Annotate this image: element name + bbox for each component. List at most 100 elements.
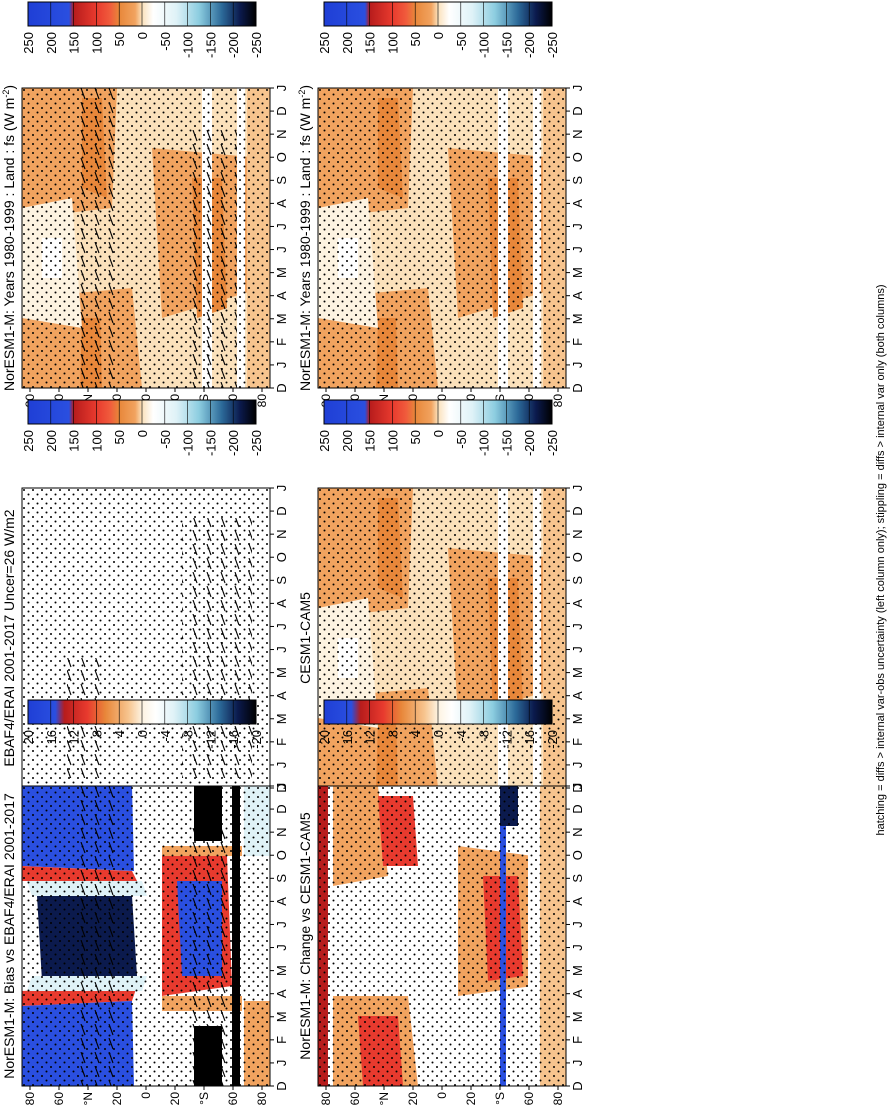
month-tick-label: S [274, 874, 289, 883]
lat-tick-label: 60 [52, 1092, 66, 1105]
month-tick-label: D [570, 506, 585, 515]
colorbar-label: -150 [499, 430, 514, 456]
month-tick-label: D [570, 783, 585, 792]
colorbar-label: -8 [477, 730, 492, 742]
colorbar-label: 4 [408, 730, 423, 737]
month-tick-label: O [274, 552, 289, 562]
colorbar-label: 200 [44, 32, 59, 54]
month-tick-label: J [274, 783, 289, 790]
colorbar-label: 0 [135, 730, 150, 737]
colorbar-label: 150 [67, 430, 82, 452]
month-tick-label: J [274, 362, 289, 369]
colorbar-label: 0 [431, 32, 446, 39]
month-tick-label: A [570, 897, 585, 906]
panel-nor-years: DJFMAMJJASONDJ8060°N20020°S6080NorESM1-M… [1, 85, 289, 408]
month-tick-label: S [570, 874, 585, 883]
lat-tick-label: 0 [139, 1092, 153, 1099]
month-tick-label: S [274, 176, 289, 185]
colorbar-label: -4 [158, 730, 173, 742]
colorbar-label: 100 [89, 32, 104, 54]
colorbar-cb-main-left: 250 200 150 100 50 0 -50 -100 -150 -200 -250 [21, 1, 264, 58]
month-tick-label: M [274, 667, 289, 678]
colorbar-label: 250 [21, 430, 36, 452]
month-tick-label: M [570, 313, 585, 324]
colorbar-label: -20 [545, 730, 560, 749]
colorbar-label: 100 [385, 430, 400, 452]
lat-tick-label: 80 [255, 1092, 269, 1105]
month-tick-label: N [274, 827, 289, 836]
month-tick-label: D [274, 1081, 289, 1090]
month-tick-label: O [274, 850, 289, 860]
month-tick-label: M [274, 313, 289, 324]
colorbar-label: 12 [67, 730, 82, 744]
month-tick-label: J [570, 944, 585, 951]
month-tick-label: M [274, 1011, 289, 1022]
colorbar-label: -100 [181, 430, 196, 456]
colorbar-label: -20 [249, 730, 264, 749]
lat-tick-label: °N [81, 1092, 95, 1105]
colorbar-label: 250 [317, 32, 332, 54]
hatching-overlay-nh [77, 786, 117, 1086]
stippling-overlay [318, 88, 566, 388]
colorbar-label: -200 [226, 32, 241, 58]
panel-obs: DJFMAMJJASONDJ8060°N20020°S6080EBAF4/ERA… [1, 485, 289, 808]
panel-nor-years-2: DJFMAMJJASONDJ8060°N20020°S6080NorESM1-M… [297, 85, 585, 408]
month-tick-label: A [570, 599, 585, 608]
colorbar-label: -150 [499, 32, 514, 58]
hatching-overlay-sh [187, 826, 237, 1086]
month-tick-label: A [570, 291, 585, 300]
lat-tick-label: 80 [319, 1092, 333, 1105]
month-tick-label: J [570, 485, 585, 492]
month-tick-label: S [274, 576, 289, 585]
lat-tick-label: °S [197, 1092, 211, 1105]
colorbar-label: -200 [226, 430, 241, 456]
colorbar-label: -16 [226, 730, 241, 749]
panel-title: NorESM1-M: Change vs CESM1-CAM5 [297, 812, 313, 1060]
lat-tick-label: 0 [139, 394, 153, 401]
month-tick-label: N [274, 529, 289, 538]
colorbar-label: -12 [499, 730, 514, 749]
month-tick-label: A [274, 897, 289, 906]
month-tick-label: M [570, 267, 585, 278]
lat-tick-label: 80 [23, 1092, 37, 1105]
month-tick-label: O [274, 152, 289, 162]
colorbar-label: -250 [249, 430, 264, 456]
month-tick-label: J [274, 762, 289, 769]
colorbar-label: 200 [44, 430, 59, 452]
lat-tick-label: 20 [406, 1092, 420, 1105]
month-tick-label: M [570, 965, 585, 976]
month-tick-label: N [570, 129, 585, 138]
month-tick-label: J [570, 646, 585, 653]
lat-tick-label: °S [493, 1092, 507, 1105]
colorbar-label: 16 [340, 730, 355, 744]
colorbar-label: -4 [454, 730, 469, 742]
colorbar-cb-bias: 20 16 12 8 4 0 -4 -8 -12 -16 -20 [21, 699, 264, 749]
month-tick-label: F [570, 338, 585, 346]
colorbar-label: -100 [477, 32, 492, 58]
lat-tick-label: 20 [464, 1092, 478, 1105]
colorbar-label: -200 [522, 430, 537, 456]
colorbar-label: 0 [431, 730, 446, 737]
month-tick-label: J [274, 944, 289, 951]
month-tick-label: D [274, 506, 289, 515]
lat-tick-label: 80 [551, 394, 565, 408]
panel-field [318, 488, 566, 788]
month-tick-label: D [570, 804, 585, 813]
colorbar-label: -12 [203, 730, 218, 749]
stippling-overlay [318, 786, 566, 1086]
month-tick-label: A [274, 989, 289, 998]
month-tick-label: J [274, 921, 289, 928]
hatching-overlay-obs [182, 518, 252, 778]
colorbar-label: 16 [44, 730, 59, 744]
colorbar-label: 100 [385, 32, 400, 54]
month-tick-label: M [274, 713, 289, 724]
lat-tick-label: 0 [435, 1092, 449, 1099]
colorbar-label: 50 [408, 32, 423, 46]
month-tick-label: J [274, 85, 289, 92]
colorbar-label: 0 [431, 430, 446, 437]
month-tick-label: A [570, 199, 585, 208]
colorbars-layer: 250 200 150 100 50 0 -50 -100 -150 -200 -250 250 200… [21, 1, 560, 749]
month-tick-label: S [570, 176, 585, 185]
